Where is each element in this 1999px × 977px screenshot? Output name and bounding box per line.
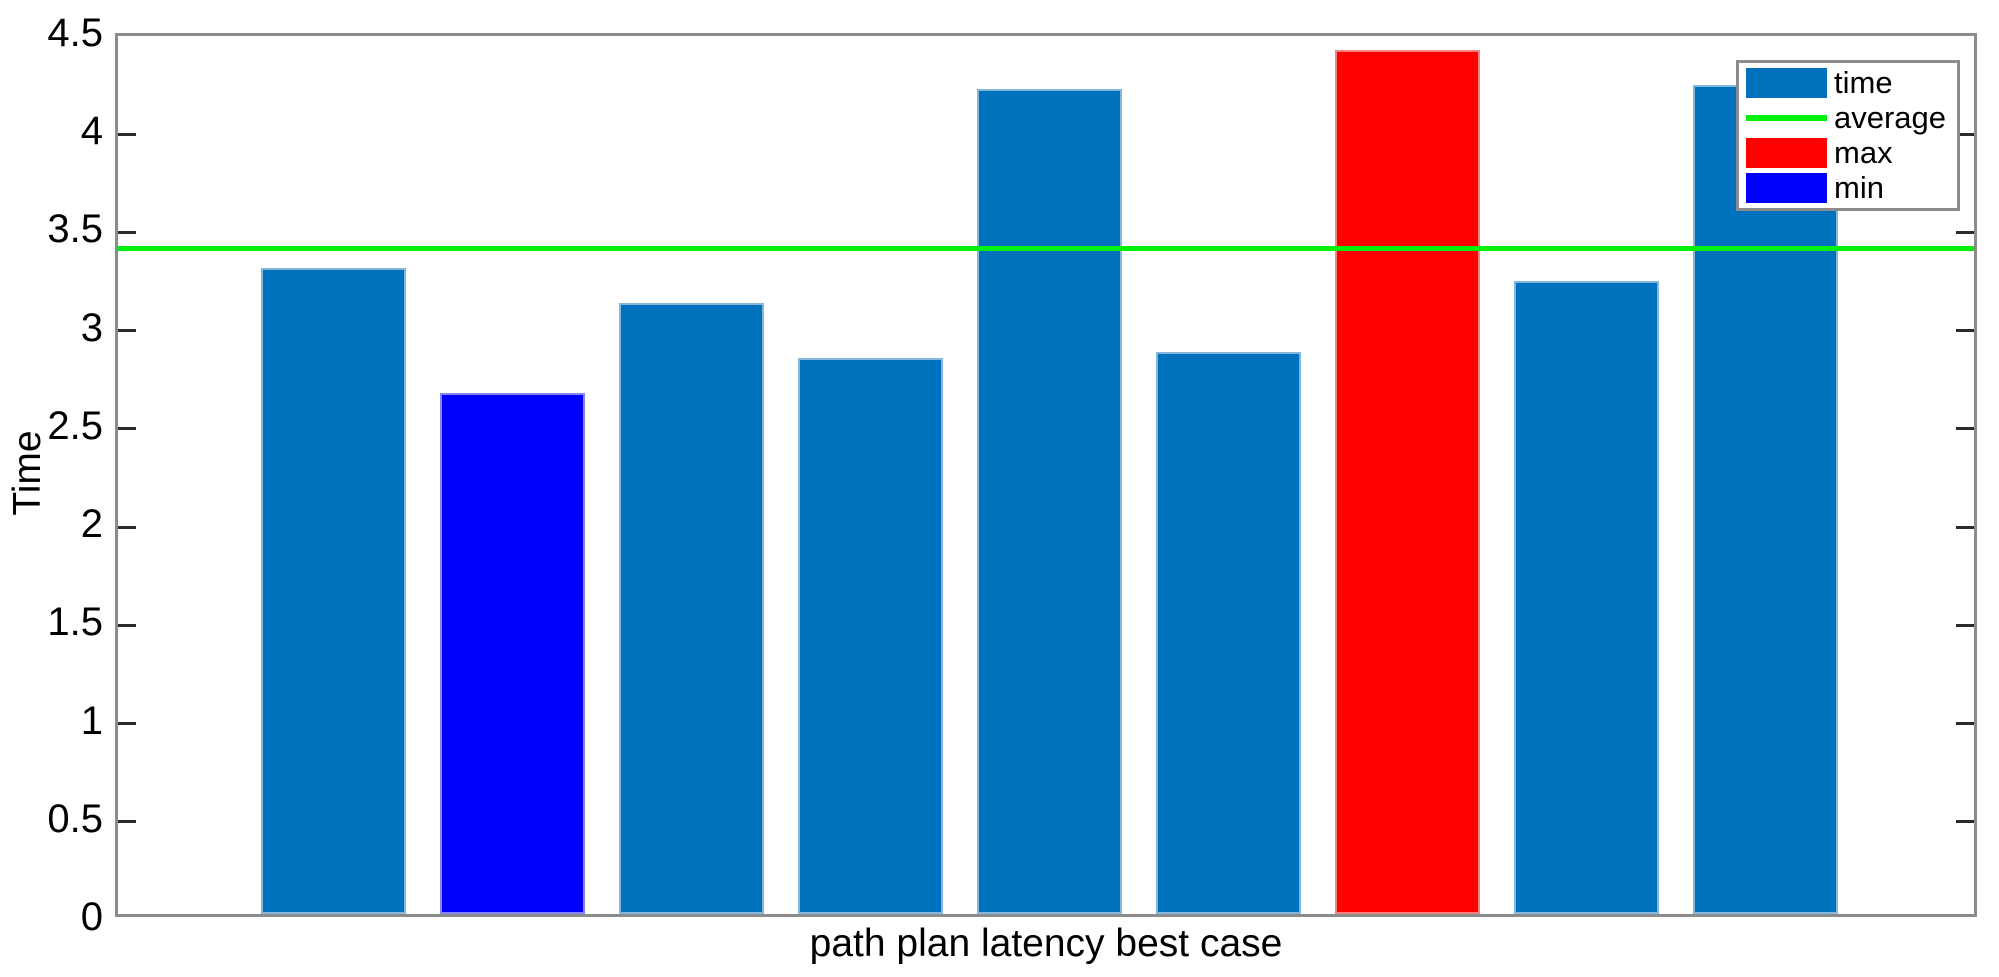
y-tick-label-1.5: 1.5 [47,600,103,644]
bar-max-7 [1335,50,1480,914]
legend-min-label: min [1834,170,1884,206]
legend-max-swatch [1746,138,1827,169]
plot-area: time average max min [115,33,1977,917]
y-tick-right-2 [1956,526,1974,529]
legend-item-time: time [1739,64,1957,100]
bar-time-6 [1156,352,1301,914]
bar-time-5 [977,89,1122,914]
y-tick-right-0.5 [1956,820,1974,823]
y-tick-label-3: 3 [80,306,103,350]
y-tick-label-0.5: 0.5 [47,797,103,841]
y-tick-label-2: 2 [80,502,103,546]
legend-time-label: time [1834,64,1893,100]
y-tick-left-1 [118,722,136,725]
y-tick-label-2.5: 2.5 [47,404,103,448]
legend-item-min: min [1739,170,1957,206]
legend-average-label: average [1834,99,1947,135]
legend-item-max: max [1739,135,1957,171]
y-tick-left-0.5 [118,820,136,823]
y-tick-left-1.5 [118,624,136,627]
bar-time-8 [1514,281,1659,914]
y-tick-right-4 [1956,133,1974,136]
y-tick-right-3.5 [1956,231,1974,234]
bar-time-4 [798,358,943,914]
y-tick-label-1: 1 [80,699,103,743]
bar-min-2 [440,393,585,914]
y-tick-left-2.5 [118,427,136,430]
bar-time-3 [619,303,764,914]
legend-max-label: max [1834,135,1893,171]
bar-time-1 [261,268,406,914]
y-tick-left-3 [118,329,136,332]
legend-min-swatch [1746,173,1827,204]
x-axis-label: path plan latency best case [809,922,1283,965]
y-tick-right-3 [1956,329,1974,332]
average-line [118,246,1974,251]
legend-time-swatch [1746,67,1827,98]
y-tick-left-3.5 [118,231,136,234]
y-tick-label-0: 0 [80,895,103,939]
y-tick-label-3.5: 3.5 [47,207,103,251]
legend-item-average: average [1739,99,1957,135]
y-tick-label-4.5: 4.5 [47,11,103,55]
y-tick-label-4: 4 [80,109,103,153]
legend: time average max min [1736,60,1960,211]
y-tick-right-2.5 [1956,427,1974,430]
bar-time-9 [1693,85,1838,914]
y-tick-right-1.5 [1956,624,1974,627]
y-tick-left-4 [118,133,136,136]
y-tick-left-2 [118,526,136,529]
legend-average-swatch [1746,114,1827,121]
y-tick-right-1 [1956,722,1974,725]
